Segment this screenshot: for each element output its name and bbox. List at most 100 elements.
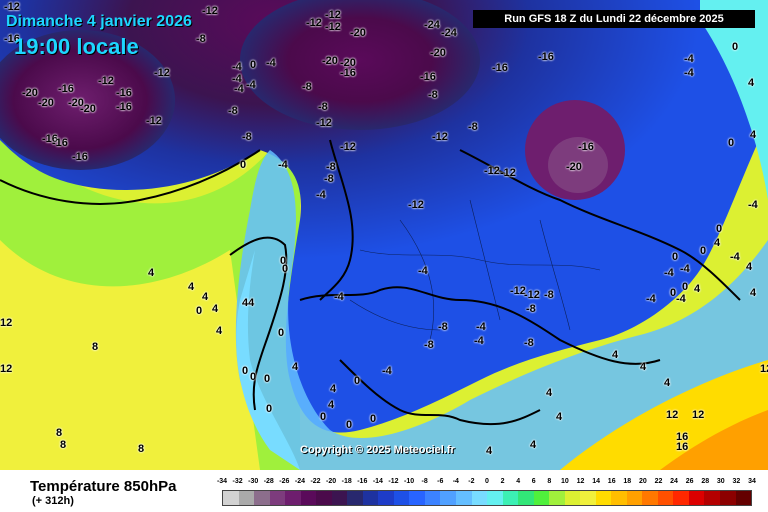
legend-tick-label: -24 xyxy=(294,478,305,485)
contour-label: -4 xyxy=(474,335,484,347)
contour-label: 0 xyxy=(242,365,249,377)
legend-tick-label: 34 xyxy=(748,478,756,485)
contour-label: -12 xyxy=(325,21,341,33)
legend-tick-label: 0 xyxy=(485,478,489,485)
contour-label: 0 xyxy=(320,411,327,423)
contour-label: 12 xyxy=(0,317,13,329)
contour-label: -16 xyxy=(340,67,356,79)
contour-label: -4 xyxy=(232,73,242,85)
contour-label: 0 xyxy=(728,137,735,149)
legend-tick-label: -14 xyxy=(372,478,383,485)
contour-label: -8 xyxy=(324,173,334,185)
contour-label: -4 xyxy=(278,159,288,171)
legend-tick-label: 30 xyxy=(716,478,725,485)
legend-swatch xyxy=(471,491,488,505)
contour-label: -20 xyxy=(38,97,54,109)
legend-tick-label: -20 xyxy=(326,478,337,485)
contour-label: -20 xyxy=(340,57,356,69)
legend-swatch xyxy=(393,491,410,505)
legend-tick-label: -26 xyxy=(279,478,290,485)
contour-label: -8 xyxy=(544,289,554,301)
contour-label: 4 xyxy=(746,261,753,273)
contour-label: 4 xyxy=(530,439,537,451)
legend-swatch xyxy=(285,491,301,505)
contour-label: 0 xyxy=(354,375,361,387)
contour-label: -12 xyxy=(484,165,500,177)
contour-label: 0 xyxy=(264,373,271,385)
contour-label: -12 xyxy=(316,117,332,129)
legend-swatch xyxy=(316,491,332,505)
contour-label: -20 xyxy=(80,103,96,115)
legend-swatch xyxy=(300,491,317,505)
cold-edge xyxy=(235,150,768,470)
contour-label: 0 xyxy=(240,159,247,171)
legend-swatch xyxy=(564,491,581,505)
contour-label: -16 xyxy=(420,71,436,83)
contour-label: -4 xyxy=(234,83,244,95)
contour-label: 8 xyxy=(56,427,63,439)
contour-label: -4 xyxy=(684,67,694,79)
contour-label: -4 xyxy=(246,79,256,91)
contour-label: 4 xyxy=(750,287,757,299)
contour-label: 0 xyxy=(282,263,289,275)
contour-label: -24 xyxy=(441,27,457,39)
legend-tick-label: -2 xyxy=(468,478,475,485)
contour-label: 4 xyxy=(664,377,671,389)
contour-label: -8 xyxy=(428,89,438,101)
contour-label: 0 xyxy=(700,245,707,257)
contour-label: -16 xyxy=(116,87,132,99)
legend-swatch xyxy=(704,491,720,505)
contour-label: -8 xyxy=(318,101,328,113)
legend-tick-label: 26 xyxy=(685,478,694,485)
cyan-belt xyxy=(236,250,300,470)
contour-label: 4 xyxy=(546,387,553,399)
contour-label: -20 xyxy=(566,161,582,173)
legend-tick-label: -10 xyxy=(403,478,415,485)
contour-label: 4 xyxy=(556,411,563,423)
legend-swatch xyxy=(378,491,394,505)
contour-label: -24 xyxy=(424,19,440,31)
contour-label: -12 xyxy=(202,5,218,17)
contour-label: -12 xyxy=(408,199,424,211)
contour-label: -12 xyxy=(500,167,516,179)
legend-tick-label: -16 xyxy=(357,478,368,485)
legend-swatch xyxy=(347,491,363,505)
legend-tick-label: 10 xyxy=(561,478,569,485)
legend-tick-label: -34 xyxy=(216,478,228,485)
contour-label: 4 xyxy=(328,399,335,411)
contour-label: 0 xyxy=(682,281,689,293)
contour-label: 0 xyxy=(716,223,723,235)
legend-tick-row: -34 -32 -30 -28 -26 -24 -22 -20 -18 -16 -14 -12 -10-… xyxy=(217,478,756,488)
contour-label: -4 xyxy=(418,265,428,277)
legend-swatch xyxy=(254,491,270,505)
contour-label: -4 xyxy=(676,293,686,305)
contour-label: 4 xyxy=(292,361,299,373)
legend-swatch xyxy=(580,491,596,505)
contour-label: -4 xyxy=(232,61,242,73)
legend-tick-label: 16 xyxy=(607,478,616,485)
legend-swatch xyxy=(440,491,456,505)
contour-label: 4 xyxy=(612,349,619,361)
legend-tick-label: -6 xyxy=(437,478,444,485)
contour-label: -16 xyxy=(72,151,88,163)
lead-time: (+ 312h) xyxy=(32,495,74,507)
yellow-zone xyxy=(0,240,260,470)
contour-label: 4 xyxy=(188,281,195,293)
contour-label: -8 xyxy=(438,321,448,333)
contour-label: 0 xyxy=(370,413,377,425)
legend-swatch xyxy=(720,491,736,505)
color-scale-bar xyxy=(222,490,752,506)
contour-label: -4 xyxy=(266,57,276,69)
forecast-date: Dimanche 4 janvier 2026 xyxy=(6,13,192,30)
contour-label: 0 xyxy=(280,255,287,267)
contour-label: -12 xyxy=(340,141,356,153)
coastlines xyxy=(0,139,741,426)
contour-label: -4 xyxy=(334,291,344,303)
contour-label: -12 xyxy=(524,289,540,301)
legend-swatch xyxy=(238,491,255,505)
run-info-text: Run GFS 18 Z du Lundi 22 décembre 2025 xyxy=(504,13,724,25)
legend-swatch xyxy=(657,491,674,505)
contour-label: 12 xyxy=(692,409,705,421)
greenland-low xyxy=(0,30,175,170)
contour-label: -4 xyxy=(476,321,486,333)
